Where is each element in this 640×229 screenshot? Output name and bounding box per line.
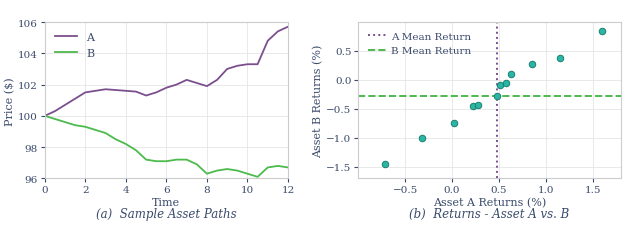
Y-axis label: Price ($): Price ($) [5,76,15,125]
Legend: A, B: A, B [51,28,99,63]
Y-axis label: Asset B Returns (%): Asset B Returns (%) [313,44,323,157]
B [234,169,241,172]
Text: (a)  Sample Asset Paths: (a) Sample Asset Paths [96,207,237,220]
A [132,91,140,94]
B [112,138,120,141]
B [122,143,130,146]
A [152,92,160,94]
Point [468,105,478,108]
B Mean Return [542,95,550,98]
A [102,88,109,91]
A Mean Return [493,79,501,82]
B [223,168,231,171]
B [203,173,211,175]
A [122,90,130,93]
Point [473,104,483,107]
B [264,166,271,169]
Point [417,136,428,140]
Point [449,122,459,126]
Line: B: B [45,116,288,177]
A [142,95,150,98]
Point [495,84,505,88]
B [284,166,292,169]
A [253,64,261,66]
X-axis label: Time: Time [152,197,180,207]
B [173,158,180,161]
A [92,90,99,93]
B [132,149,140,152]
B [183,158,191,161]
A [173,84,180,87]
Point [555,57,565,60]
A [223,68,231,71]
B [163,160,170,163]
B [102,132,109,135]
A [41,115,49,118]
A [163,87,170,90]
B [61,121,69,124]
B [244,173,252,175]
B [92,129,99,132]
B [274,165,282,168]
Point [506,73,516,77]
B Mean Return [448,95,456,98]
A [51,110,59,113]
X-axis label: Asset A Returns (%): Asset A Returns (%) [433,197,546,207]
A [183,79,191,82]
B [41,115,49,118]
A [244,64,252,66]
Point [492,95,502,98]
Point [380,162,390,166]
B [51,118,59,121]
Legend: A Mean Return, B Mean Return: A Mean Return, B Mean Return [364,28,475,60]
Point [527,63,537,66]
A Mean Return [493,22,501,24]
Point [500,82,511,85]
B [72,124,79,127]
A [234,65,241,68]
Line: A: A [45,27,288,116]
B [142,158,150,161]
B [81,126,89,129]
A [112,89,120,92]
A [203,85,211,88]
B [152,160,160,163]
Text: (b)  Returns - Asset A vs. B: (b) Returns - Asset A vs. B [410,207,570,220]
A [213,79,221,82]
B [213,169,221,172]
A [81,92,89,94]
A [274,31,282,34]
Point [597,30,607,33]
A [72,98,79,101]
A [193,82,201,85]
B [193,163,201,166]
B [253,176,261,178]
A [284,26,292,29]
A [61,104,69,107]
A [264,40,271,43]
